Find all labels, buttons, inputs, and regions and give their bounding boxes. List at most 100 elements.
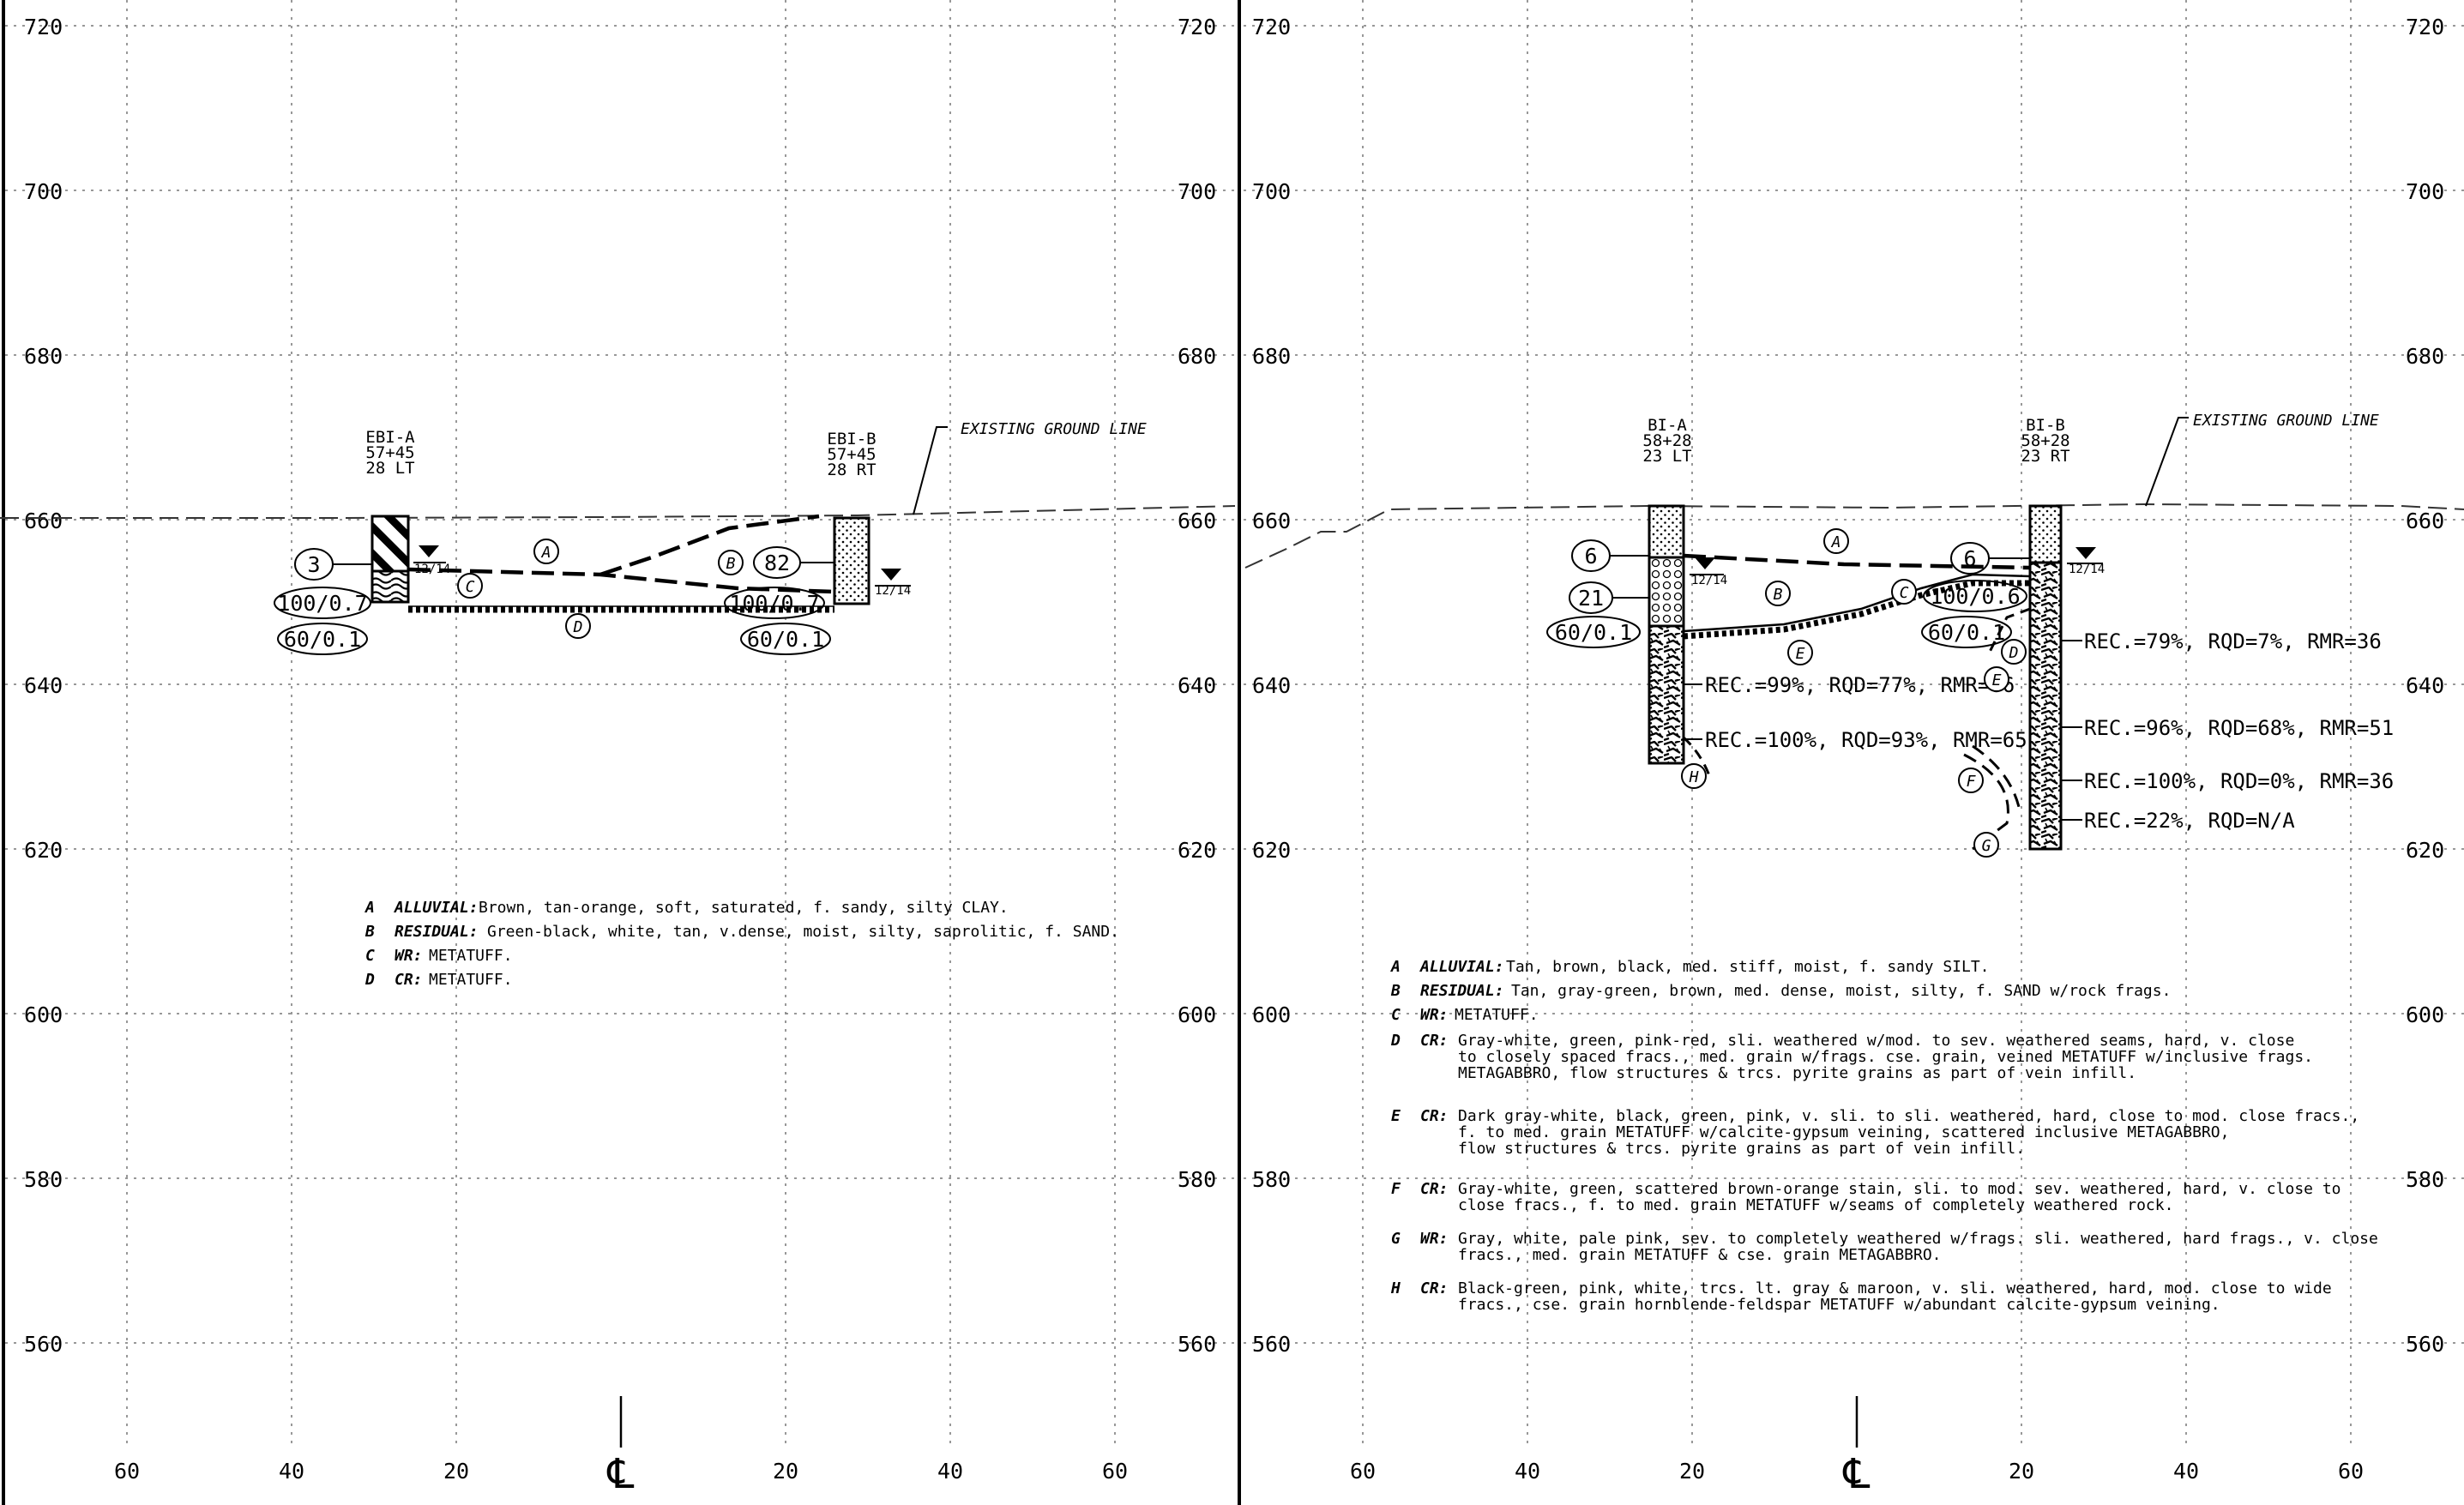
strata-boundary-residual-upper [599, 514, 820, 577]
legend-label: ALLUVIAL: [1419, 958, 1504, 976]
ground-line-leader [2145, 417, 2189, 507]
strata-tag-letter: B [726, 555, 736, 573]
legend-label: RESIDUAL: [1420, 982, 1504, 1000]
elevation-label: 620 [1178, 838, 1216, 863]
legend-letter: B [1390, 982, 1401, 1000]
existing-ground-line [1244, 503, 2464, 569]
elevation-label: 560 [24, 1332, 63, 1357]
legend-entry: B RESIDUAL: Tan, gray-green, brown, med.… [1390, 982, 2171, 1000]
boring-offset: 28 RT [827, 461, 876, 479]
elevation-label: 580 [2406, 1167, 2444, 1192]
core-run-note: REC.=22%, RQD=N/A [2084, 809, 2295, 833]
elevation-label: 600 [24, 1002, 63, 1027]
legend-entry: D CR: METATUFF. [364, 971, 513, 989]
legend-text: Gray-white, green, pink-red, sli. weathe… [1458, 1032, 2294, 1050]
strata-tags-left: A B C D [457, 539, 744, 639]
strata-boundary-alluvial-residual [407, 567, 835, 594]
strata-tag [1973, 832, 1999, 858]
legend-letter: E [1391, 1107, 1401, 1125]
elevation-label: 660 [1252, 509, 1291, 533]
blow-count: 100/0.6 [1930, 584, 2020, 609]
legend-text: Green-black, white, tan, v.dense, moist,… [487, 923, 1119, 941]
legend-letter: D [1390, 1032, 1401, 1050]
boring-column-alluvial [2028, 504, 2063, 564]
legend-letter: C [1391, 1006, 1401, 1024]
elevation-label: 560 [2406, 1332, 2444, 1357]
strata-boundary-h [1682, 736, 1713, 781]
strata-tag [1681, 763, 1707, 789]
existing-ground-line [0, 505, 1236, 519]
legend-label: WR: [1420, 1006, 1449, 1024]
elevation-label: 620 [24, 838, 63, 863]
legend-letter: C [365, 947, 375, 965]
centerline-symbol: ℄ [607, 1450, 635, 1498]
legend-text: METATUFF. [1455, 1006, 1539, 1024]
blow-count: 100/0.7 [277, 591, 367, 616]
blow-count: 60/0.1 [284, 627, 361, 652]
elevation-label: 640 [24, 673, 63, 698]
blow-count: 82 [764, 551, 790, 575]
legend-letter: A [364, 899, 375, 917]
blow-count-bubble [274, 587, 371, 619]
legend-text: Gray-white, green, scattered brown-orang… [1458, 1180, 2341, 1198]
profile-panel-left: 720 700 680 660 640 620 600 580 560 720 … [0, 15, 1236, 1498]
elevation-label: 660 [1178, 509, 1216, 533]
offset-label: 60 [2338, 1459, 2364, 1484]
elevation-label: 720 [1252, 15, 1291, 39]
boring-offset: 28 LT [365, 459, 414, 478]
elevation-label: 700 [1252, 179, 1291, 204]
legend-label: CR: [1420, 1032, 1449, 1050]
strata-boundary-d-e [1988, 607, 2031, 653]
elevation-label: 720 [2406, 15, 2444, 39]
elevation-label: 620 [2406, 838, 2444, 863]
elevation-label: 640 [1252, 673, 1291, 698]
water-level-icon [1695, 557, 1715, 569]
water-level-date: 12/14 [1691, 574, 1727, 587]
strata-tag [1891, 579, 1917, 605]
boring-offset: 23 RT [2021, 447, 2069, 466]
legend-text: Tan, gray-green, brown, med. dense, mois… [1511, 982, 2171, 1000]
elevation-label: 560 [1178, 1332, 1216, 1357]
legend-letter: H [1390, 1279, 1401, 1297]
core-run-note: REC.=100%, RQD=93%, RMR=65 [1705, 728, 2027, 752]
offset-label: 20 [2009, 1459, 2034, 1484]
legend-text: METATUFF. [429, 971, 513, 989]
elevation-label: 720 [1178, 15, 1216, 39]
boring-column-rock [1648, 624, 1685, 765]
elevation-label: 660 [2406, 509, 2444, 533]
legend-entry: G WR: Gray, white, pale pink, sev. to co… [1391, 1230, 2378, 1264]
boring-station: 58+28 [2021, 431, 2069, 450]
legend-text: flow structures & trcs. pyrite grains as… [1458, 1140, 2025, 1158]
legend-label: WR: [1420, 1230, 1449, 1248]
blow-count-bubble [1546, 616, 1641, 648]
profile-panel-right: 720 700 680 660 640 620 600 580 560 720 … [1244, 15, 2464, 1498]
legend-text: METATUFF. [429, 947, 513, 965]
boring-offset: 23 LT [1642, 447, 1691, 466]
blow-count-bubble [277, 623, 368, 655]
legend-text: METAGABBRO, flow structures & trcs. pyri… [1458, 1064, 2136, 1082]
strata-tag-letter: D [573, 618, 583, 636]
offset-label: 20 [773, 1459, 798, 1484]
strata-tag-letter: G [1982, 837, 1991, 855]
legend-label: CR: [395, 971, 423, 989]
blow-count: 3 [307, 552, 320, 577]
offset-label: 40 [937, 1459, 963, 1484]
water-level-icon [881, 569, 901, 581]
legend-text: Brown, tan-orange, soft, saturated, f. s… [479, 899, 1009, 917]
blow-count: 60/0.1 [1555, 620, 1632, 645]
boring-name: BI-A [1648, 416, 1687, 435]
elevation-label: 580 [24, 1167, 63, 1192]
strata-tag [1823, 528, 1849, 554]
grid-right [1244, 0, 2464, 1449]
strata-boundary-alluvial-residual [1683, 553, 2031, 570]
ground-line-label: EXISTING GROUND LINE [2193, 412, 2379, 430]
offset-label: 60 [1350, 1459, 1376, 1484]
legend-letter: D [364, 971, 375, 989]
legend-text: close fracs., f. to med. grain METATUFF … [1458, 1196, 2173, 1214]
legend-label: CR: [1420, 1180, 1449, 1198]
elevation-label: 720 [24, 15, 63, 39]
legend-entry: F CR: Gray-white, green, scattered brown… [1391, 1180, 2341, 1214]
strata-tag-letter: C [1900, 584, 1909, 602]
strata-tag [2001, 639, 2027, 665]
